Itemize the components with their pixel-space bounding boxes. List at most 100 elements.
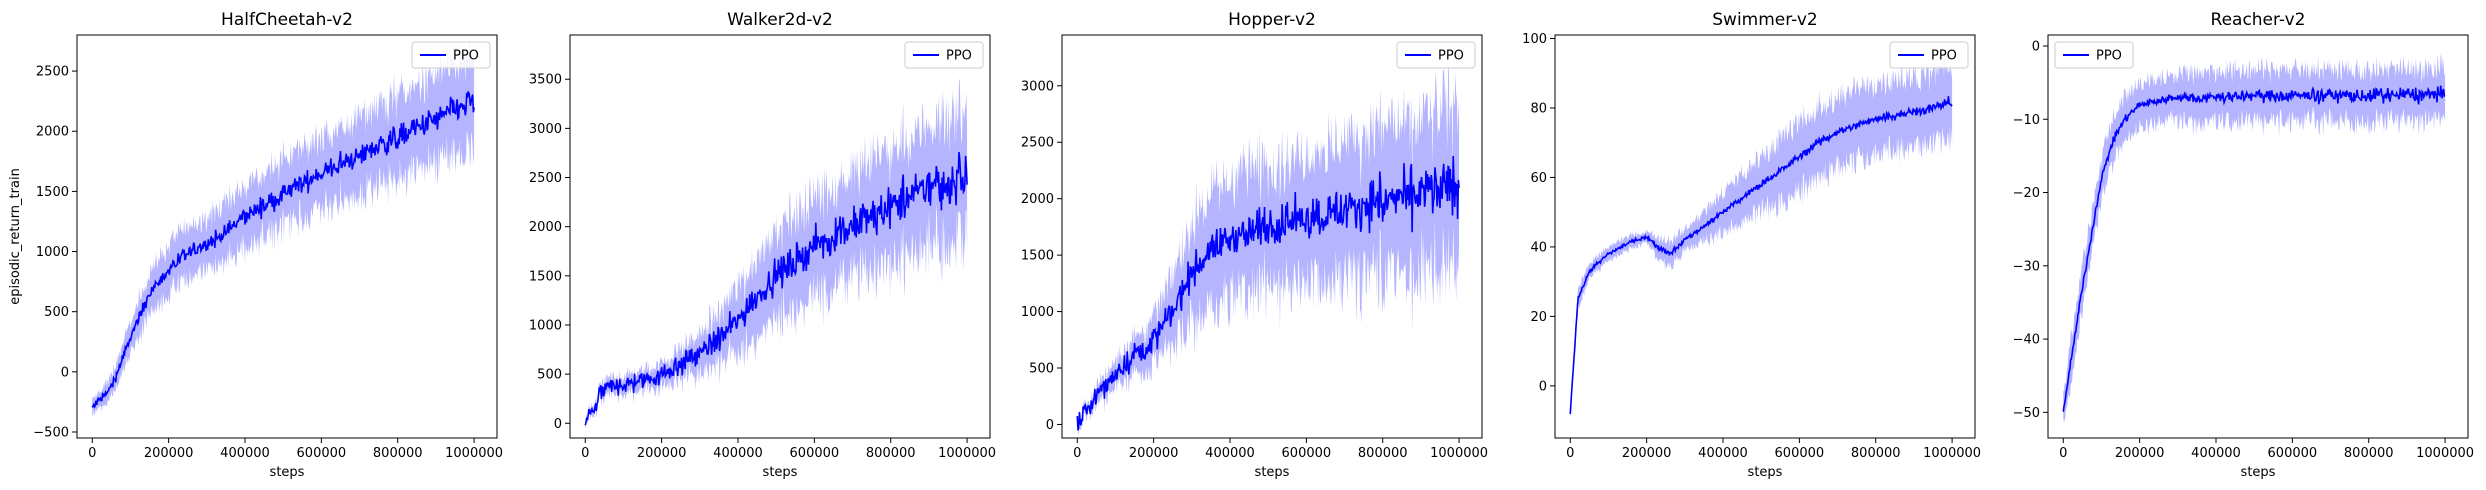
- legend-label-ppo: PPO: [453, 49, 479, 64]
- chart-title: HalfCheetah-v2: [221, 10, 353, 30]
- x-tick-label: 1000000: [1430, 446, 1488, 461]
- y-tick-label: 2000: [36, 125, 69, 140]
- x-tick-label: 600000: [297, 446, 347, 461]
- series-ppo-band: [2063, 53, 2446, 423]
- legend-box: [1889, 41, 1969, 69]
- panel-3: Hopper-v2 0 200000 400000 600000 800000 100000…: [1021, 10, 1488, 480]
- y-tick-label: 2000: [1021, 192, 1054, 207]
- chart-title: Reacher-v2: [2211, 10, 2306, 30]
- series-ppo-line: [1569, 96, 1953, 415]
- legend: PPO: [2054, 41, 2134, 69]
- y-tick-label: 1000: [1021, 305, 1054, 320]
- x-tick-label: 400000: [713, 446, 763, 461]
- axes-frame: [1554, 34, 1976, 439]
- x-tick-label: 200000: [1622, 446, 1672, 461]
- y-tick-label: 1000: [529, 318, 562, 333]
- legend-label-ppo: PPO: [1438, 49, 1464, 64]
- axes-frame: [1061, 34, 1483, 439]
- x-tick-label: 800000: [866, 446, 916, 461]
- y-tick-label: 500: [537, 368, 562, 383]
- y-tick-label: −10: [2013, 113, 2040, 128]
- x-tick-label: 800000: [1851, 446, 1901, 461]
- legend: PPO: [411, 41, 491, 69]
- x-tick-label: 200000: [2115, 446, 2165, 461]
- y-tick-label: −40: [2013, 333, 2040, 348]
- x-tick-label: 200000: [1129, 446, 1179, 461]
- y-tick-label: 2500: [1021, 136, 1054, 151]
- x-tick-label: 800000: [373, 446, 423, 461]
- x-axis-label: steps: [1748, 465, 1783, 480]
- x-tick-label: 600000: [1775, 446, 1825, 461]
- y-axis-label: episodic_return_train: [8, 168, 23, 305]
- legend: PPO: [1396, 41, 1476, 69]
- axes-frame: [569, 34, 991, 439]
- x-tick-label: 0: [581, 446, 589, 461]
- series-ppo-band: [92, 39, 475, 418]
- y-tick-label: 500: [1029, 362, 1054, 377]
- y-tick-label: 3500: [529, 73, 562, 88]
- plot-area: [1076, 61, 1460, 435]
- legend: PPO: [904, 41, 984, 69]
- x-tick-label: 0: [1073, 446, 1081, 461]
- y-tick-label: 2500: [36, 65, 69, 80]
- legend-box: [1396, 41, 1476, 69]
- legend-box: [411, 41, 491, 69]
- panel-1: HalfCheetah-v2 0 200000 400000 600000 800000 1…: [8, 10, 503, 480]
- plot-area: [2062, 53, 2446, 423]
- x-tick-label: 1000000: [1923, 446, 1981, 461]
- x-tick-label: 400000: [1698, 446, 1748, 461]
- x-tick-label: 0: [88, 446, 96, 461]
- x-tick-label: 800000: [1358, 446, 1408, 461]
- x-axis-label: steps: [763, 465, 798, 480]
- y-tick-label: 0: [61, 365, 69, 380]
- y-tick-label: 60: [1530, 171, 1547, 186]
- x-axis-label: steps: [1255, 465, 1290, 480]
- y-tick-label: 3000: [529, 122, 562, 137]
- chart-title: Hopper-v2: [1228, 10, 1316, 30]
- x-tick-label: 200000: [144, 446, 194, 461]
- legend-label-ppo: PPO: [2096, 49, 2122, 64]
- y-tick-label: 1500: [36, 185, 69, 200]
- axes-frame: [2047, 34, 2469, 439]
- plot-area: [584, 78, 968, 430]
- y-tick-label: 1500: [529, 269, 562, 284]
- y-tick-label: 0: [1046, 418, 1054, 433]
- legend-box: [2054, 41, 2134, 69]
- series-ppo-line: [1076, 155, 1460, 431]
- x-tick-label: 400000: [1205, 446, 1255, 461]
- x-tick-label: 600000: [1282, 446, 1332, 461]
- x-tick-label: 1000000: [938, 446, 996, 461]
- y-tick-label: −50: [2013, 406, 2040, 421]
- y-tick-label: −500: [33, 425, 69, 440]
- x-tick-label: 200000: [637, 446, 687, 461]
- legend-label-ppo: PPO: [946, 49, 972, 64]
- x-tick-label: 1000000: [445, 446, 503, 461]
- y-tick-label: 80: [1530, 101, 1547, 116]
- y-tick-label: 3000: [1021, 79, 1054, 94]
- series-ppo-line: [2062, 85, 2446, 412]
- series-ppo-band: [1570, 52, 1953, 420]
- series-ppo-line: [584, 151, 968, 426]
- x-tick-label: 600000: [790, 446, 840, 461]
- y-tick-label: −20: [2013, 186, 2040, 201]
- x-tick-label: 400000: [220, 446, 270, 461]
- panel-5: Reacher-v2 0 200000 400000 600000 800000 10000…: [2013, 10, 2474, 480]
- y-tick-label: 2000: [529, 220, 562, 235]
- plot-area: [1569, 52, 1953, 420]
- y-tick-label: 40: [1530, 240, 1547, 255]
- legend-box: [904, 41, 984, 69]
- plot-area: [91, 39, 475, 418]
- x-tick-label: 600000: [2268, 446, 2318, 461]
- y-tick-label: 2500: [529, 171, 562, 186]
- y-tick-label: 500: [44, 305, 69, 320]
- panel-2: Walker2d-v2 0 200000 400000 600000 800000 1000…: [529, 10, 996, 480]
- y-tick-label: 20: [1530, 310, 1547, 325]
- series-ppo-band: [1077, 61, 1460, 435]
- y-tick-label: 0: [2032, 39, 2040, 54]
- series-ppo-band: [585, 78, 968, 430]
- panel-4: Swimmer-v2 0 200000 400000 600000 800000 10000…: [1522, 10, 1981, 480]
- chart-title: Walker2d-v2: [727, 10, 833, 30]
- y-tick-label: −30: [2013, 259, 2040, 274]
- series-ppo-line: [91, 90, 475, 409]
